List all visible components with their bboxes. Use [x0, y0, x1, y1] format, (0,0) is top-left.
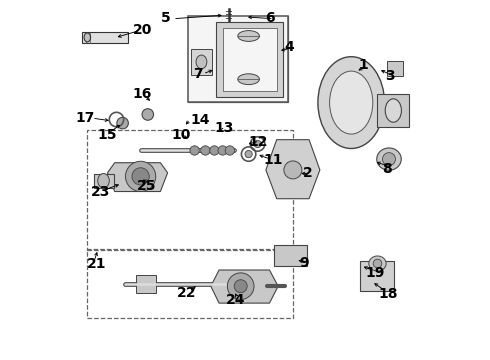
Ellipse shape: [377, 148, 401, 170]
Circle shape: [210, 146, 219, 155]
Polygon shape: [107, 163, 168, 192]
Circle shape: [218, 146, 227, 155]
Polygon shape: [222, 28, 277, 91]
Text: 25: 25: [137, 180, 156, 193]
Circle shape: [225, 146, 235, 155]
Circle shape: [234, 280, 247, 293]
Circle shape: [201, 146, 210, 155]
Text: 15: 15: [98, 128, 117, 142]
Polygon shape: [387, 61, 403, 76]
Text: 10: 10: [171, 128, 191, 142]
Circle shape: [245, 150, 252, 158]
Text: 21: 21: [87, 257, 106, 270]
Text: 19: 19: [366, 266, 385, 280]
Ellipse shape: [369, 256, 386, 271]
Circle shape: [132, 168, 149, 185]
Circle shape: [226, 23, 231, 28]
FancyBboxPatch shape: [191, 49, 212, 75]
Text: 14: 14: [190, 113, 210, 126]
Circle shape: [383, 153, 395, 166]
Ellipse shape: [330, 71, 373, 134]
FancyBboxPatch shape: [94, 174, 114, 188]
Polygon shape: [266, 140, 320, 199]
Ellipse shape: [238, 74, 259, 85]
Ellipse shape: [385, 99, 401, 122]
Text: 11: 11: [263, 153, 283, 167]
Text: 18: 18: [378, 288, 398, 301]
FancyBboxPatch shape: [136, 275, 156, 293]
FancyBboxPatch shape: [360, 261, 394, 291]
Bar: [188, 16, 288, 102]
Circle shape: [142, 109, 153, 120]
Ellipse shape: [318, 57, 385, 149]
Circle shape: [373, 259, 382, 268]
Text: 7: 7: [193, 67, 202, 81]
Text: 6: 6: [265, 11, 274, 25]
Circle shape: [117, 117, 128, 129]
Text: 2: 2: [303, 166, 312, 180]
Text: 3: 3: [386, 69, 395, 82]
Text: 4: 4: [285, 40, 294, 54]
Text: 17: 17: [76, 111, 95, 125]
Text: 12: 12: [248, 135, 268, 149]
Bar: [87, 130, 293, 250]
FancyBboxPatch shape: [377, 94, 409, 127]
Text: 20: 20: [133, 23, 152, 36]
Text: 9: 9: [299, 256, 309, 270]
Text: 13: 13: [215, 121, 234, 135]
Text: 16: 16: [133, 87, 152, 100]
Ellipse shape: [84, 33, 91, 42]
Ellipse shape: [98, 174, 109, 188]
Text: 23: 23: [91, 185, 110, 198]
FancyBboxPatch shape: [188, 16, 288, 102]
Text: 1: 1: [358, 58, 368, 72]
Bar: [87, 249, 293, 318]
Polygon shape: [82, 32, 128, 43]
Circle shape: [254, 140, 261, 148]
FancyBboxPatch shape: [274, 245, 307, 266]
Circle shape: [190, 146, 199, 155]
Ellipse shape: [238, 31, 259, 41]
Circle shape: [125, 161, 156, 192]
Circle shape: [227, 273, 254, 300]
Polygon shape: [216, 22, 283, 97]
Circle shape: [284, 161, 302, 179]
Text: 5: 5: [160, 11, 170, 25]
Text: 24: 24: [226, 293, 246, 306]
Text: 8: 8: [382, 162, 392, 176]
Text: 22: 22: [176, 287, 196, 300]
Polygon shape: [211, 270, 278, 303]
Ellipse shape: [196, 55, 207, 69]
